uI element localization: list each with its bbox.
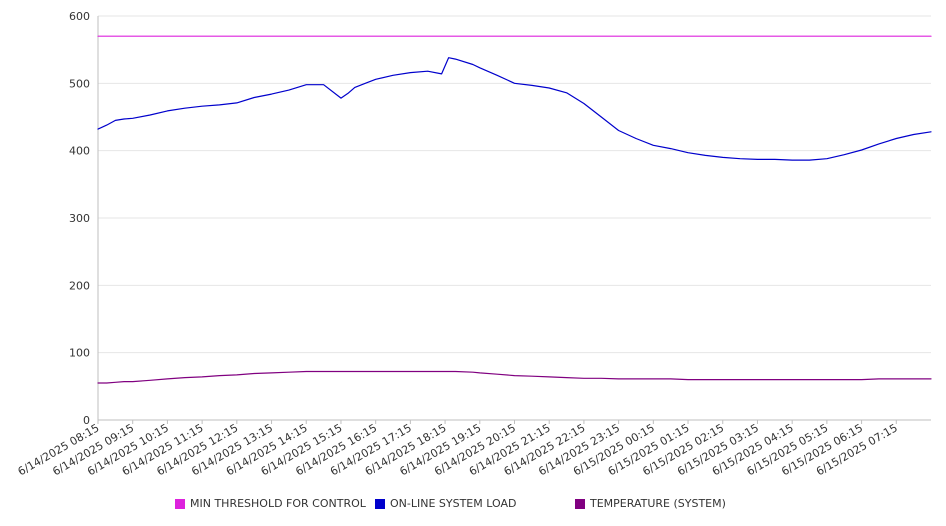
y-tick-label: 600 [69, 10, 90, 23]
legend-swatch-system-load [375, 498, 385, 509]
legend: MIN THRESHOLD FOR CONTROL ON-LINE SYSTEM… [0, 497, 946, 515]
y-axis-ticks: 0 100 200 300 400 500 600 [69, 10, 90, 427]
legend-item-threshold[interactable]: MIN THRESHOLD FOR CONTROL [175, 497, 366, 510]
gridlines [98, 15, 931, 354]
legend-label-system-load: ON-LINE SYSTEM LOAD [390, 497, 517, 510]
legend-item-temperature[interactable]: TEMPERATURE (SYSTEM) [575, 497, 726, 510]
x-axis-ticks: 6/14/2025 08:156/14/2025 09:156/14/2025 … [16, 420, 900, 478]
y-tick-label: 500 [69, 77, 90, 90]
series-line-on-line-system-load [97, 57, 932, 161]
legend-swatch-threshold [175, 498, 185, 509]
legend-item-system-load[interactable]: ON-LINE SYSTEM LOAD [375, 497, 516, 510]
legend-swatch-temperature [575, 498, 585, 509]
y-tick-label: 0 [83, 414, 90, 427]
series-lines [97, 35, 932, 384]
legend-label-temperature: TEMPERATURE (SYSTEM) [590, 497, 726, 510]
y-tick-label: 200 [69, 279, 90, 292]
series-line-temperature-system [97, 370, 932, 384]
legend-label-threshold: MIN THRESHOLD FOR CONTROL [190, 497, 366, 510]
y-tick-label: 100 [69, 347, 90, 360]
y-tick-label: 400 [69, 145, 90, 158]
y-tick-label: 300 [69, 212, 90, 225]
